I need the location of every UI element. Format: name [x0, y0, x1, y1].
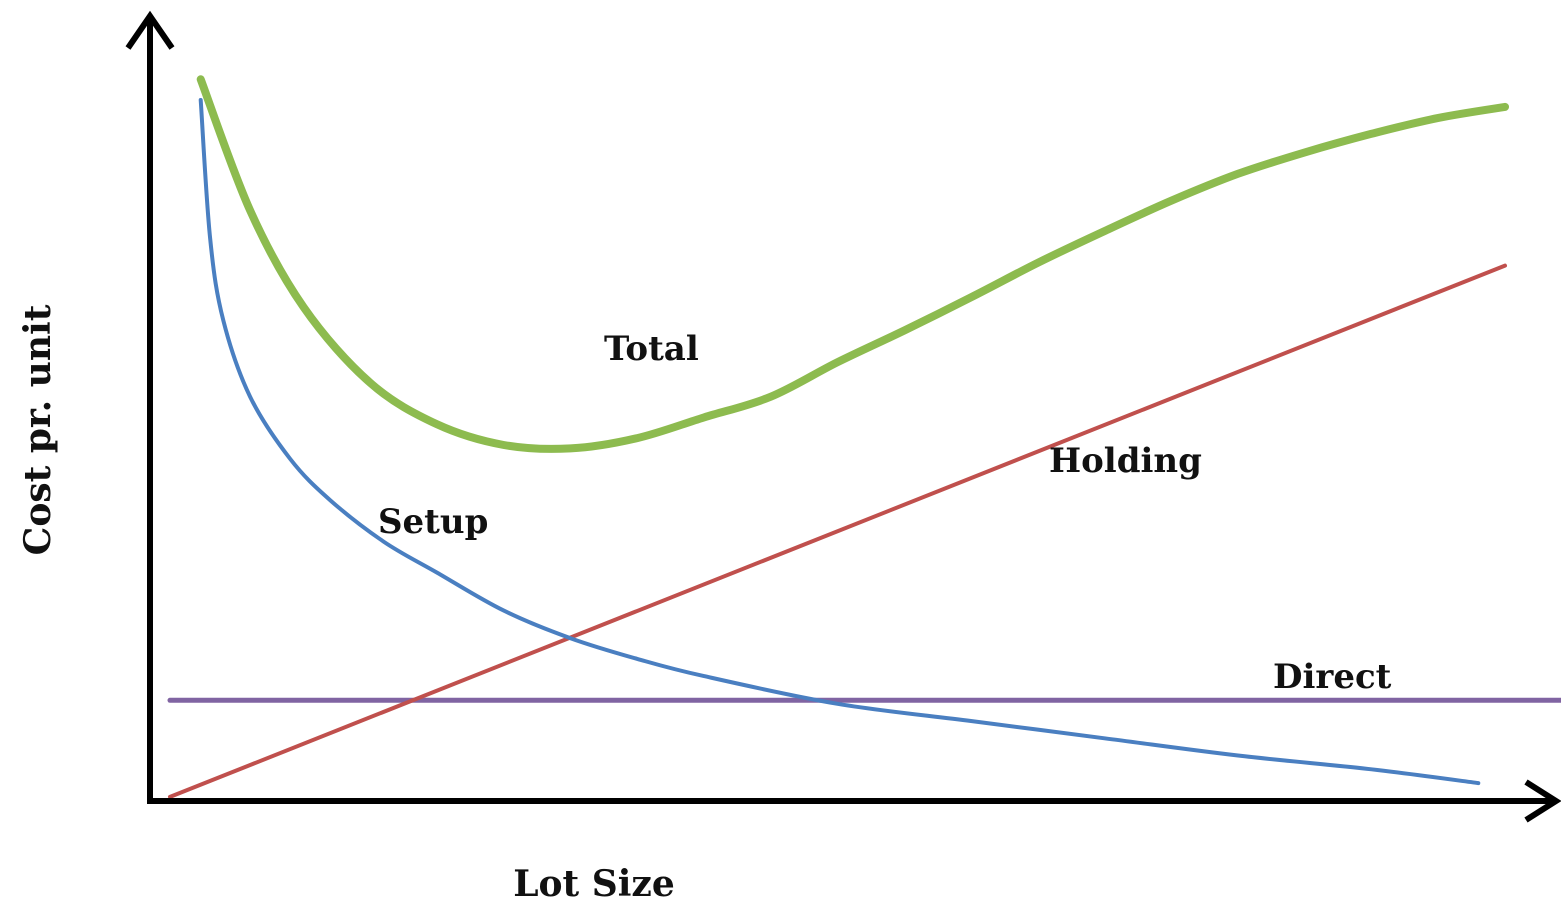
y-axis-arrow	[125, 10, 175, 50]
series-label-direct: Direct	[1273, 657, 1392, 697]
series-label-setup: Setup	[378, 502, 488, 542]
series-labels: Total Holding Setup Direct	[378, 329, 1392, 697]
series-line-total	[196, 75, 1509, 453]
x-axis-label: Lot Size	[513, 863, 675, 902]
series-layer	[167, 75, 1561, 799]
y-axis-label: Cost pr. unit	[17, 304, 59, 555]
series-line-holding	[168, 263, 1507, 799]
series-label-total: Total	[604, 329, 699, 369]
axes	[125, 10, 1561, 823]
series-label-holding: Holding	[1049, 441, 1202, 481]
series-line-setup	[198, 98, 1481, 786]
x-axis-arrow	[1524, 779, 1561, 823]
